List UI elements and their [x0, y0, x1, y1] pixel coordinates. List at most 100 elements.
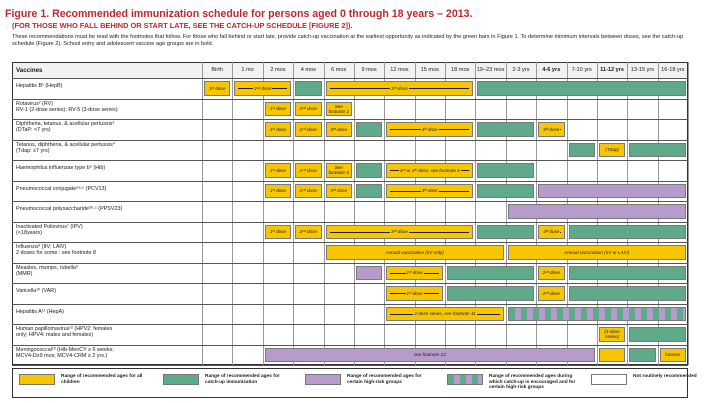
vaccine-name: Haemophilus influenzae type b⁵ (Hib)	[16, 165, 106, 171]
schedule-bar: 2ⁿᵈ dose	[538, 286, 565, 301]
legend-swatch	[305, 374, 341, 385]
bar-label: 2ⁿᵈ dose	[541, 290, 561, 296]
schedule-bar: 3ʳᵈ dose	[325, 224, 474, 239]
schedule-bar: 1ˢᵗ dose	[264, 163, 292, 178]
schedule-bar: 3ʳᵈ dose	[325, 183, 352, 198]
bar-label: 2ⁿᵈ dose	[298, 229, 318, 235]
bar-label: 1ˢᵗ dose	[268, 167, 288, 173]
row-divider	[12, 78, 688, 79]
column-divider	[262, 62, 264, 365]
vaccine-detail: only; HPV4: males and females)	[16, 332, 94, 339]
vaccine-row-label: Diphtheria, tetanus, & acellular pertuss…	[16, 121, 198, 134]
bar-label: 2ⁿᵈ dose	[298, 106, 318, 112]
age-header: 7-10 yrs	[571, 67, 592, 73]
intro-paragraph: These recommendations must be read with …	[12, 34, 684, 48]
vaccine-name: Influenza⁸ (IIV; LAIV)	[16, 244, 67, 250]
bar-label: See footnote 2	[326, 103, 351, 114]
bar-label: 2ⁿᵈ dose	[253, 85, 273, 91]
legend-label: Range of recommended ages for certain hi…	[347, 374, 422, 385]
schedule-bar	[477, 183, 535, 198]
age-header: 19–23 mos	[476, 67, 505, 73]
age-header: 11-12 yrs	[600, 67, 625, 73]
schedule-bar	[629, 347, 656, 362]
schedule-bar: 3ʳᵈ dose	[325, 81, 474, 96]
schedule-bar	[477, 122, 535, 137]
vaccine-name: Pneumococcal conjugate⁶ᵃ·ᶜ (PCV13)	[16, 185, 107, 192]
schedule-bar: 4ᵗʰ dose	[538, 224, 565, 239]
vaccine-name: Inactivated Poliovirus⁷ (IPV)	[16, 223, 83, 230]
vaccine-row-label: Measles, mumps, rubella⁹ (MMR)	[16, 265, 198, 278]
vaccine-name: Rotavirus² (RV)	[16, 100, 54, 107]
row-divider	[12, 180, 688, 182]
schedule-bar: 2ⁿᵈ dose	[538, 265, 565, 280]
schedule-bar	[629, 327, 686, 342]
age-header: 4 mos	[300, 67, 316, 73]
schedule-bar: See footnote 2	[325, 101, 352, 116]
schedule-bar	[568, 142, 595, 157]
schedule-bar	[295, 81, 322, 96]
vaccine-row-label: Tetanus, diphtheria, & acellular pertuss…	[16, 142, 198, 155]
vaccine-detail: RV-1 (2-dose series); RV-5 (3-dose serie…	[16, 106, 118, 113]
row-divider	[12, 324, 688, 325]
vaccine-detail: (MMR)	[16, 270, 33, 277]
bar-label: (3-dose series)	[599, 329, 625, 340]
vaccine-name: Human papillomavirus¹² (HPV2: females	[16, 326, 113, 332]
legend: Range of recommended ages for all childr…	[12, 368, 697, 398]
vaccines-column-header: Vaccines	[16, 67, 43, 74]
schedule-bar: 2ⁿᵈ dose	[295, 101, 322, 116]
vaccine-detail: (Tdap: ≥7 yrs)	[16, 147, 50, 154]
schedule-bar: (3-dose series)	[598, 327, 626, 342]
schedule-bar	[447, 286, 535, 301]
legend-label: Range of recommended ages during which c…	[489, 374, 576, 391]
bar-label: 2 dose series, see footnote 11	[413, 311, 477, 317]
schedule-table: Vaccines Birth 1 mo 2 mos 4 mos 6 mos 9 mos 12…	[12, 62, 689, 366]
bar-label: See footnote 5	[326, 165, 351, 176]
schedule-bar: 1ˢᵗ dose	[386, 265, 443, 280]
vaccine-name: Varicella¹⁰ (VAR)	[16, 288, 56, 294]
bar-label: 1ˢᵗ dose	[208, 85, 227, 91]
row-divider	[12, 160, 688, 161]
table-border	[12, 62, 688, 365]
bar-label: (Tdap)	[604, 147, 620, 153]
age-header: 13-15 yrs	[630, 67, 655, 73]
bar-label: 1ˢᵗ dose	[268, 106, 288, 112]
schedule-bar	[568, 224, 686, 239]
schedule-bar	[598, 347, 626, 362]
schedule-bar	[355, 163, 383, 178]
age-header: 9 mos	[361, 67, 377, 73]
bar-label: 5ᵗʰ dose	[542, 126, 561, 132]
column-divider	[323, 62, 325, 365]
bar-label: 1ˢᵗ dose	[268, 229, 288, 235]
schedule-bar: 1ˢᵗ dose	[264, 183, 292, 198]
schedule-bar: 2ⁿᵈ dose	[234, 81, 292, 96]
legend-swatch	[591, 374, 627, 385]
schedule-bar	[507, 306, 686, 321]
vaccine-detail: (DTaP: <7 yrs)	[16, 127, 51, 134]
bar-label: Annual vaccination (IIV only)	[384, 249, 445, 255]
legend-label: Range of recommended ages for catch-up i…	[205, 374, 280, 385]
header-row-background	[12, 62, 688, 78]
vaccine-row-label: Pneumococcal polysaccharide⁶ᵇ·ᶜ (PPSV23)	[16, 206, 198, 212]
legend-label: Range of recommended ages for all childr…	[61, 374, 143, 385]
bar-label: 1ˢᵗ dose	[268, 126, 288, 132]
column-divider	[505, 62, 507, 365]
schedule-bar: 5ᵗʰ dose	[538, 122, 565, 137]
bar-label: 4ᵗʰ dose	[420, 188, 439, 194]
bar-label: see footnote 13	[412, 352, 447, 358]
vaccine-name: Diphtheria, tetanus, & acellular pertuss…	[16, 121, 115, 127]
schedule-bar	[477, 163, 535, 178]
row-divider	[12, 139, 688, 141]
vaccine-row-label: Varicella¹⁰ (VAR)	[16, 288, 198, 294]
column-divider	[475, 62, 477, 365]
legend-item: Range of recommended ages for all childr…	[19, 374, 151, 385]
vaccine-name: Tetanus, diphtheria, & acellular pertuss…	[16, 141, 116, 148]
age-header: 2-3 yrs	[512, 67, 530, 73]
column-divider	[445, 62, 446, 365]
bar-label: 1ˢᵗ dose	[405, 290, 424, 296]
schedule-bar	[538, 183, 686, 198]
schedule-bar	[507, 204, 686, 219]
legend-item: Not routinely recommended	[591, 374, 704, 385]
row-divider	[12, 344, 688, 346]
schedule-bar: 3ʳᵈ or 4ᵗʰ dose, see footnote 5	[386, 163, 474, 178]
vaccine-detail: MCV4-D≥9 mos; MCV4-CRM ≥ 2 yrs.)	[16, 352, 108, 359]
